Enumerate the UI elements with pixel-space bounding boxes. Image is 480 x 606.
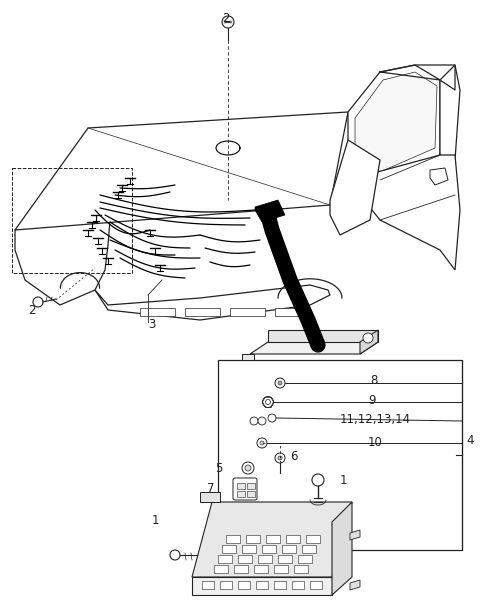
Polygon shape	[355, 72, 437, 172]
Polygon shape	[250, 342, 378, 354]
Polygon shape	[242, 354, 254, 360]
Polygon shape	[15, 195, 110, 305]
FancyBboxPatch shape	[233, 478, 257, 500]
Circle shape	[265, 399, 271, 404]
Text: 11,12,13,14: 11,12,13,14	[340, 413, 411, 427]
Polygon shape	[255, 200, 285, 222]
Bar	[185, 308, 220, 316]
Text: 8: 8	[370, 373, 377, 387]
Polygon shape	[330, 140, 380, 235]
Polygon shape	[430, 168, 448, 185]
Circle shape	[170, 550, 180, 560]
Text: 9: 9	[368, 393, 375, 407]
Polygon shape	[440, 65, 460, 160]
Circle shape	[258, 417, 266, 425]
Text: 7: 7	[207, 482, 215, 494]
Text: 5: 5	[215, 462, 222, 474]
Polygon shape	[332, 502, 352, 595]
Bar	[140, 308, 175, 316]
Text: 6: 6	[290, 450, 298, 462]
Polygon shape	[348, 155, 460, 270]
Text: 4: 4	[466, 433, 473, 447]
Text: 3: 3	[148, 319, 156, 331]
Bar	[256, 581, 268, 589]
Bar	[282, 545, 296, 553]
Bar	[294, 565, 308, 573]
Polygon shape	[348, 65, 440, 180]
Circle shape	[245, 465, 251, 471]
Bar	[242, 545, 256, 553]
Bar	[302, 545, 316, 553]
Circle shape	[222, 16, 234, 28]
Bar	[238, 581, 250, 589]
Bar	[298, 555, 312, 563]
Bar	[278, 555, 292, 563]
Bar	[214, 565, 228, 573]
Polygon shape	[350, 530, 360, 540]
Circle shape	[263, 396, 274, 407]
Bar	[222, 545, 236, 553]
Circle shape	[242, 462, 254, 474]
Bar	[218, 555, 232, 563]
Bar	[254, 565, 268, 573]
Circle shape	[268, 414, 276, 422]
Bar	[247, 483, 255, 489]
Bar	[274, 581, 286, 589]
Circle shape	[260, 441, 264, 445]
Circle shape	[275, 453, 285, 463]
Bar	[266, 535, 280, 543]
Circle shape	[257, 438, 267, 448]
Text: 10: 10	[368, 436, 383, 448]
Bar	[226, 535, 240, 543]
Bar	[258, 555, 272, 563]
Bar	[247, 491, 255, 497]
Bar	[220, 581, 232, 589]
Bar	[218, 360, 462, 550]
Circle shape	[250, 417, 258, 425]
Bar	[12, 168, 132, 273]
Circle shape	[275, 378, 285, 388]
Polygon shape	[200, 492, 220, 502]
Bar	[230, 308, 265, 316]
Bar	[306, 535, 320, 543]
Polygon shape	[95, 285, 330, 320]
Bar	[310, 581, 322, 589]
Circle shape	[312, 474, 324, 486]
Circle shape	[363, 333, 373, 343]
Polygon shape	[360, 330, 378, 354]
Bar	[237, 483, 245, 489]
Bar	[202, 581, 214, 589]
Bar	[238, 555, 252, 563]
Circle shape	[278, 456, 282, 460]
Circle shape	[278, 381, 282, 385]
Text: 1: 1	[340, 473, 348, 487]
Bar	[234, 565, 248, 573]
Polygon shape	[15, 112, 348, 230]
Bar	[262, 545, 276, 553]
Bar	[275, 308, 300, 316]
Bar	[237, 491, 245, 497]
Text: 2: 2	[222, 12, 229, 24]
Bar	[286, 535, 300, 543]
Polygon shape	[192, 577, 332, 595]
Bar	[246, 535, 260, 543]
Polygon shape	[192, 502, 352, 577]
Polygon shape	[268, 330, 378, 342]
Text: 2: 2	[28, 304, 36, 316]
Circle shape	[33, 297, 43, 307]
Text: 1: 1	[152, 513, 159, 527]
Bar	[292, 581, 304, 589]
Bar	[274, 565, 288, 573]
Polygon shape	[350, 580, 360, 590]
